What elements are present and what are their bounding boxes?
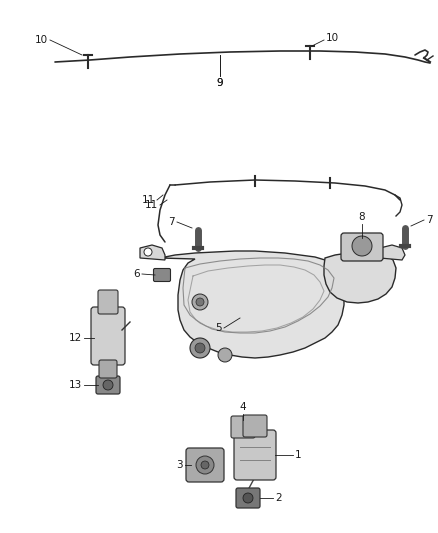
Polygon shape bbox=[140, 245, 165, 260]
FancyBboxPatch shape bbox=[234, 430, 276, 480]
FancyBboxPatch shape bbox=[96, 376, 120, 394]
Text: 10: 10 bbox=[326, 33, 339, 43]
Circle shape bbox=[218, 348, 232, 362]
Text: 11: 11 bbox=[142, 195, 155, 205]
FancyBboxPatch shape bbox=[243, 415, 267, 437]
Text: 7: 7 bbox=[168, 217, 175, 227]
Circle shape bbox=[192, 294, 208, 310]
FancyBboxPatch shape bbox=[98, 290, 118, 314]
Text: 9: 9 bbox=[217, 78, 223, 88]
Text: 6: 6 bbox=[134, 269, 140, 279]
Polygon shape bbox=[324, 252, 396, 303]
Text: 13: 13 bbox=[69, 380, 82, 390]
Circle shape bbox=[103, 380, 113, 390]
Text: 2: 2 bbox=[275, 493, 282, 503]
Text: 5: 5 bbox=[215, 323, 222, 333]
FancyBboxPatch shape bbox=[231, 416, 255, 438]
FancyBboxPatch shape bbox=[186, 448, 224, 482]
Circle shape bbox=[190, 338, 210, 358]
FancyBboxPatch shape bbox=[341, 233, 383, 261]
Circle shape bbox=[196, 298, 204, 306]
Text: 7: 7 bbox=[426, 215, 433, 225]
FancyBboxPatch shape bbox=[91, 307, 125, 365]
Circle shape bbox=[196, 456, 214, 474]
Text: 11: 11 bbox=[145, 200, 158, 210]
Polygon shape bbox=[160, 251, 344, 358]
Text: 8: 8 bbox=[359, 212, 365, 222]
Circle shape bbox=[243, 493, 253, 503]
Circle shape bbox=[195, 343, 205, 353]
Text: 1: 1 bbox=[295, 450, 302, 460]
FancyBboxPatch shape bbox=[236, 488, 260, 508]
Circle shape bbox=[352, 236, 372, 256]
Text: 4: 4 bbox=[240, 402, 246, 412]
Text: 10: 10 bbox=[35, 35, 48, 45]
FancyBboxPatch shape bbox=[99, 360, 117, 378]
FancyBboxPatch shape bbox=[153, 269, 170, 281]
Polygon shape bbox=[380, 245, 405, 260]
Text: 9: 9 bbox=[217, 78, 223, 88]
Text: 3: 3 bbox=[177, 460, 183, 470]
Text: 12: 12 bbox=[69, 333, 82, 343]
Circle shape bbox=[201, 461, 209, 469]
Circle shape bbox=[144, 248, 152, 256]
